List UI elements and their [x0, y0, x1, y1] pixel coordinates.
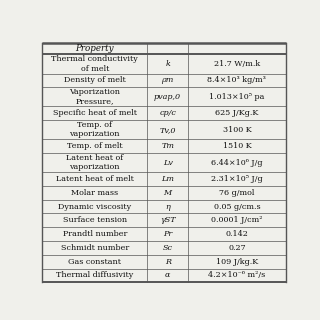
- Text: γST: γST: [160, 216, 175, 224]
- Text: Gas constant: Gas constant: [68, 258, 121, 266]
- Text: Latent heat of melt: Latent heat of melt: [56, 175, 134, 183]
- Text: Tm: Tm: [161, 142, 174, 150]
- Text: Sc: Sc: [163, 244, 173, 252]
- Text: Tv,0: Tv,0: [159, 126, 176, 134]
- Text: Schmidt number: Schmidt number: [60, 244, 129, 252]
- Text: Latent heat of
vaporization: Latent heat of vaporization: [66, 154, 123, 171]
- Text: Thermal conductivity
of melt: Thermal conductivity of melt: [51, 55, 138, 73]
- Text: η: η: [165, 203, 170, 211]
- Text: 0.27: 0.27: [228, 244, 246, 252]
- Text: Specific heat of melt: Specific heat of melt: [53, 109, 137, 117]
- Text: cp/c: cp/c: [159, 109, 176, 117]
- Text: Dynamic viscosity: Dynamic viscosity: [58, 203, 131, 211]
- Text: 21.7 W/m.k: 21.7 W/m.k: [214, 60, 260, 68]
- Text: Density of melt: Density of melt: [64, 76, 126, 84]
- Text: α: α: [165, 271, 170, 279]
- Text: ρm: ρm: [162, 76, 174, 84]
- Text: Temp. of melt: Temp. of melt: [67, 142, 123, 150]
- Text: 8.4×10³ kg/m³: 8.4×10³ kg/m³: [207, 76, 266, 84]
- Text: Surface tension: Surface tension: [63, 216, 127, 224]
- Text: Temp. of
vaporization: Temp. of vaporization: [69, 121, 120, 139]
- Text: 3100 K: 3100 K: [222, 126, 251, 134]
- Text: 76 g/mol: 76 g/mol: [219, 189, 255, 197]
- Text: 2.31×10⁵ J/g: 2.31×10⁵ J/g: [211, 175, 263, 183]
- Text: 0.0001 J/cm²: 0.0001 J/cm²: [211, 216, 263, 224]
- Text: 0.05 g/cm.s: 0.05 g/cm.s: [213, 203, 260, 211]
- Text: Molar mass: Molar mass: [71, 189, 118, 197]
- Text: Pr: Pr: [163, 230, 172, 238]
- Text: 6.44×10⁶ J/g: 6.44×10⁶ J/g: [211, 159, 263, 167]
- Text: 0.142: 0.142: [226, 230, 248, 238]
- Text: R: R: [165, 258, 171, 266]
- Text: 4.2×10⁻⁶ m²/s: 4.2×10⁻⁶ m²/s: [208, 271, 266, 279]
- Text: Property: Property: [76, 44, 114, 53]
- Text: Thermal diffusivity: Thermal diffusivity: [56, 271, 133, 279]
- Text: 1.013×10⁵ pa: 1.013×10⁵ pa: [209, 93, 265, 101]
- Text: Prandtl number: Prandtl number: [62, 230, 127, 238]
- Text: Lv: Lv: [163, 159, 172, 167]
- Text: Vaporization
Pressure,: Vaporization Pressure,: [69, 88, 120, 106]
- Text: 109 J/kg.K: 109 J/kg.K: [216, 258, 258, 266]
- Text: M: M: [164, 189, 172, 197]
- Text: 625 J/Kg.K: 625 J/Kg.K: [215, 109, 259, 117]
- Text: k: k: [165, 60, 170, 68]
- Text: pvap,0: pvap,0: [154, 93, 181, 101]
- Text: 1510 K: 1510 K: [222, 142, 251, 150]
- Text: Lm: Lm: [161, 175, 174, 183]
